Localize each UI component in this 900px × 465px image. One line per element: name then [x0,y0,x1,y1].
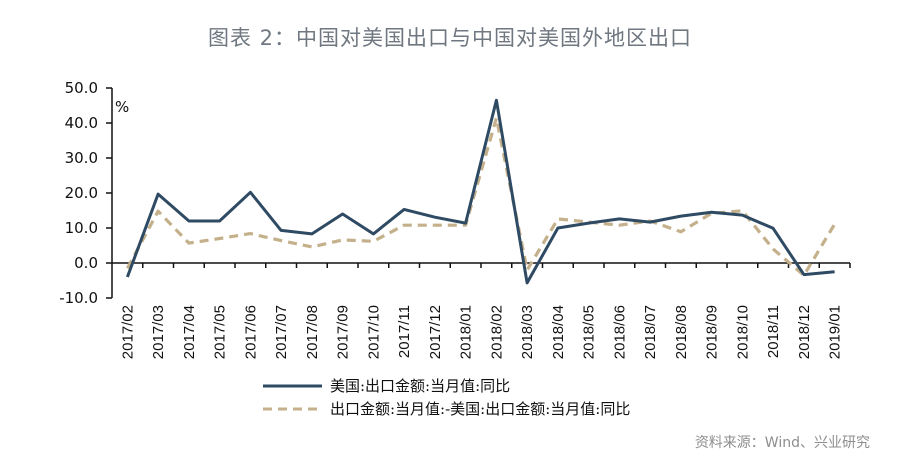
series-line-ex-us [125,116,836,277]
x-tick-label: 2017/02 [119,305,136,359]
x-tick-label: 2018/12 [796,305,813,359]
x-tick-label: 2017/09 [335,305,352,359]
source-note: 资料来源：Wind、兴业研究 [694,435,870,451]
x-tick-label: 2018/04 [550,305,567,359]
x-tick-label: 2018/07 [642,305,659,359]
y-tick-label: -10.0 [59,289,98,307]
x-tick-label: 2017/08 [304,305,321,359]
x-tick-label: 2017/12 [427,305,444,359]
x-tick-label: 2018/06 [611,305,628,359]
y-tick-label: 30.0 [65,149,98,167]
x-tick-label: 2017/05 [212,305,229,359]
chart-title: 图表 2：中国对美国出口与中国对美国外地区出口 [207,26,693,50]
series-layer [125,98,836,285]
y-tick-label: 20.0 [65,184,98,202]
x-tick-label: 2018/11 [765,305,782,358]
y-tick-label: 0.0 [74,254,98,272]
x-tick-label: 2017/06 [242,305,259,359]
x-tick-label: 2017/10 [365,305,382,359]
legend-label: 美国:出口金额:当月值:同比 [330,377,510,395]
x-tick-label: 2017/04 [181,305,198,359]
y-tick-label: 40.0 [65,114,98,132]
x-tick-label: 2018/08 [673,305,690,359]
x-axis: 2017/02 2017/03 2017/04 2017/05 2017/06 2017/… [112,262,851,359]
x-tick-label: 2018/01 [458,305,475,359]
y-tick-label: 50.0 [65,79,98,97]
y-unit-label: % [115,98,129,116]
legend-label: 出口金额:当月值:-美国:出口金额:当月值:同比 [330,400,630,418]
y-tick-label: 10.0 [65,219,98,237]
x-tick-label: 2018/10 [734,305,751,359]
x-tick-label: 2017/07 [273,305,290,359]
x-tick-label: 2018/02 [488,305,505,359]
series-line-us [125,98,835,285]
x-tick-label: 2018/05 [581,305,598,359]
y-axis: 50.0 40.0 30.0 20.0 10.0 0.0 -10.0% [59,79,129,307]
x-tick-label: 2017/03 [150,305,167,359]
x-tick-label: 2019/01 [827,305,844,359]
x-tick-label: 2018/03 [519,305,536,359]
x-tick-label: 2018/09 [704,305,721,359]
x-tick-label: 2017/11 [396,305,413,358]
